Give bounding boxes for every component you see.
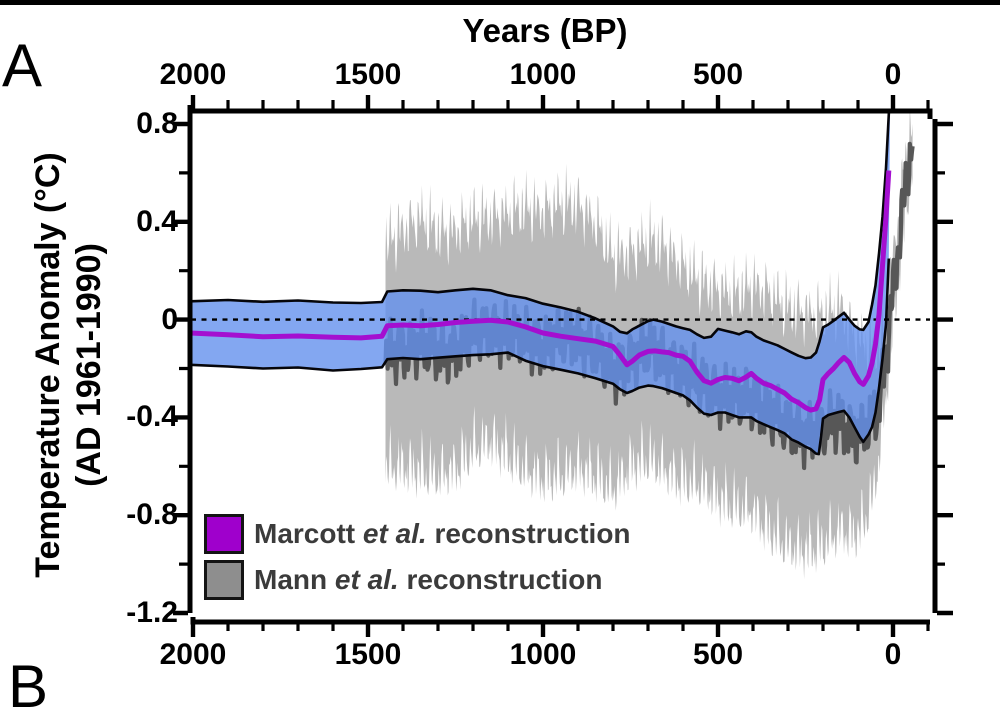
marcott-band-upper-edge [190,111,891,360]
legend-label-marcott-name: Marcott [254,518,363,549]
axis-frame [187,105,938,625]
axis-major-ticks [173,95,953,637]
tick-label: 2000 [159,58,227,91]
legend-item-mann: Mann et al. reconstruction [204,559,631,601]
tick-label: 2000 [159,638,227,671]
legend-swatch-mann [204,560,244,600]
tick-label: -1.2 [126,596,178,629]
tick-label: 500 [692,58,744,91]
next-panel-label: B [8,653,49,720]
legend: Marcott et al. reconstruction Mann et al… [204,513,631,601]
tick-label: 1000 [509,638,577,671]
axis-minor-ticks [179,100,945,631]
y-axis-title-line1: Temperature Anomaly (°C) [29,152,67,578]
legend-label-marcott-etal: et al. [362,518,427,549]
tick-label: 1000 [509,58,577,91]
y-axis-title-line2: (AD 1961-1990) [70,243,108,487]
tick-label: 0.8 [136,107,178,140]
legend-label-mann: Mann et al. reconstruction [254,564,603,596]
marcott-band-lower-edge [190,258,891,456]
figure-top-border [0,0,1000,5]
legend-item-marcott: Marcott et al. reconstruction [204,513,631,555]
tick-label: 500 [692,638,744,671]
tick-label: -0.8 [126,498,178,532]
legend-swatch-marcott [204,514,244,554]
legend-label-mann-name: Mann [254,564,335,595]
tick-label: 0 [161,302,178,336]
tick-label: -0.4 [126,400,178,434]
y-axis-title: Temperature Anomaly (°C) (AD 1961-1990) [28,85,112,645]
legend-label-marcott: Marcott et al. reconstruction [254,518,631,550]
tick-label: 1500 [334,58,402,91]
tick-label: 1500 [334,638,402,671]
tick-label: 0 [884,58,902,91]
legend-label-mann-etal: et al. [334,564,399,595]
chart-plot-area [173,95,953,637]
legend-label-marcott-rest: reconstruction [426,518,631,549]
tick-label: 0 [884,638,902,671]
panel-label: A [2,32,43,99]
marcott-mean-line [190,170,892,413]
legend-label-mann-rest: reconstruction [398,564,603,595]
x-axis-title: Years (BP) [462,12,628,49]
tick-label: 0.4 [136,204,178,238]
